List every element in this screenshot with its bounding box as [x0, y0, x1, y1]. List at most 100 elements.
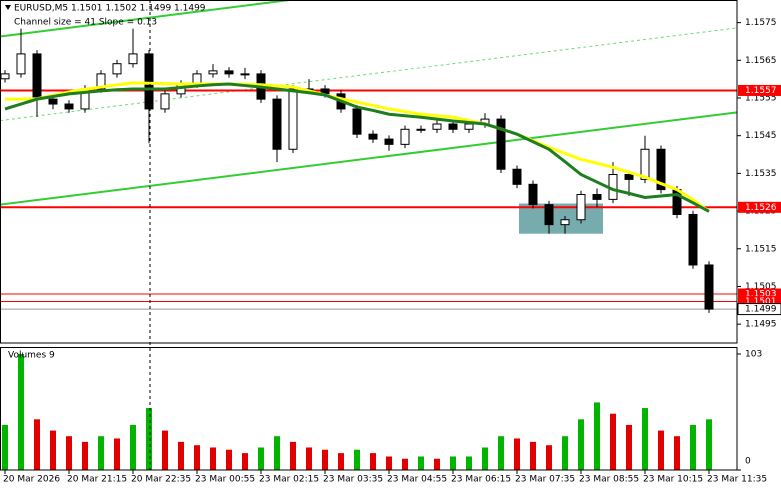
price-frame: [0, 0, 738, 344]
volume-tick-label: 103: [745, 350, 762, 360]
x-tick-label: 23 Mar 07:35: [515, 475, 575, 485]
x-tick-label: 20 Mar 22:35: [131, 475, 191, 485]
candle-body: [416, 128, 426, 131]
volume-bar: [642, 408, 648, 470]
y-tick-label: 1.1575: [745, 18, 777, 28]
channel-upper: [0, 0, 298, 38]
candle-body: [384, 138, 394, 145]
volume-bar: [370, 453, 376, 470]
candle-body: [208, 70, 218, 75]
bid-label-box: [737, 303, 781, 316]
volume-bar: [578, 419, 584, 470]
candle-body: [352, 108, 362, 135]
volume-bar: [626, 424, 632, 470]
candle-body: [528, 183, 538, 206]
candle-body: [544, 204, 554, 226]
level-label-box: [738, 288, 781, 300]
candle-body: [128, 53, 138, 65]
zone: [519, 203, 603, 234]
level-label: 1.1526: [745, 203, 777, 213]
volume-bar: [50, 430, 56, 470]
volume-bar: [690, 424, 696, 470]
volume-bar: [562, 436, 568, 470]
candle-body: [624, 174, 634, 180]
candle-body: [432, 123, 442, 130]
candle-body: [272, 98, 282, 150]
volume-tick-label: 0: [745, 457, 751, 467]
candle-body: [592, 193, 602, 200]
volume-bar: [18, 354, 24, 470]
candle-body: [224, 70, 234, 75]
candle-body: [32, 53, 42, 100]
candle-body: [400, 128, 410, 145]
volume-bar: [82, 441, 88, 470]
volume-bar: [130, 424, 136, 470]
y-tick-label: 1.1555: [745, 94, 777, 104]
moving-average: [4, 82, 710, 213]
volume-bar: [658, 430, 664, 470]
candle-body: [688, 213, 698, 266]
candle-body: [112, 63, 122, 75]
volume-bar: [418, 456, 424, 470]
volume-bar: [194, 445, 200, 470]
chart-subtitle: Channel size = 41 Slope = 0.13: [14, 18, 157, 28]
volume-bar: [450, 456, 456, 470]
candle-body: [48, 98, 58, 105]
candle-body: [16, 53, 26, 75]
candle-body: [96, 73, 106, 90]
volume-bar: [146, 408, 152, 470]
volume-bar: [674, 436, 680, 470]
level-label: 1.1503: [745, 290, 777, 300]
volume-bar: [482, 447, 488, 470]
volume-bar: [386, 456, 392, 470]
volume-bar: [274, 436, 280, 470]
volume-bar: [466, 456, 472, 470]
x-tick-label: 23 Mar 11:35: [707, 475, 767, 485]
volume-title: Volumes 9: [8, 351, 55, 361]
y-tick-label: 1.1505: [745, 282, 777, 292]
candle-body: [144, 53, 154, 110]
volume-bar: [594, 402, 600, 470]
volume-bar: [162, 430, 168, 470]
candle-body: [560, 219, 570, 226]
x-tick-label: 23 Mar 10:15: [643, 475, 703, 485]
candle-body: [192, 73, 202, 85]
channel-middle: [0, 27, 737, 122]
candle-body: [704, 264, 714, 310]
volume-bar: [210, 447, 216, 470]
volume-bar: [226, 449, 232, 470]
volume-bar: [66, 436, 72, 470]
y-tick-label: 1.1495: [745, 320, 777, 330]
level-label-box: [738, 296, 781, 308]
x-tick-label: 20 Mar 2026: [3, 475, 60, 485]
volume-bar: [530, 441, 536, 470]
candle-body: [512, 168, 522, 185]
y-tick-label: 1.1545: [745, 131, 777, 141]
x-tick-label: 23 Mar 08:55: [579, 475, 639, 485]
candle-body: [64, 103, 74, 110]
volume-bar: [546, 445, 552, 470]
candle-body: [368, 133, 378, 140]
candle-body: [464, 123, 474, 130]
candle-body: [0, 73, 10, 80]
y-tick-label: 1.1515: [745, 244, 777, 254]
volume-bar: [498, 436, 504, 470]
x-tick-label: 23 Mar 00:55: [195, 475, 255, 485]
volume-bar: [178, 441, 184, 470]
level-label: 1.1557: [745, 86, 777, 96]
x-tick-label: 20 Mar 21:15: [67, 475, 127, 485]
volume-bar: [34, 419, 40, 470]
volume-bar: [354, 449, 360, 470]
level-label-box: [738, 84, 781, 96]
price-panel: [0, 0, 737, 313]
volume-bar: [434, 458, 440, 470]
x-tick-label: 23 Mar 03:35: [323, 475, 383, 485]
x-tick-label: 23 Mar 04:55: [387, 475, 447, 485]
candle-body: [160, 93, 170, 110]
chart-title: EURUSD,M5 1.1501 1.1502 1.1499 1.1499: [14, 4, 206, 14]
candle-body: [448, 123, 458, 130]
volume-bar: [514, 438, 520, 470]
